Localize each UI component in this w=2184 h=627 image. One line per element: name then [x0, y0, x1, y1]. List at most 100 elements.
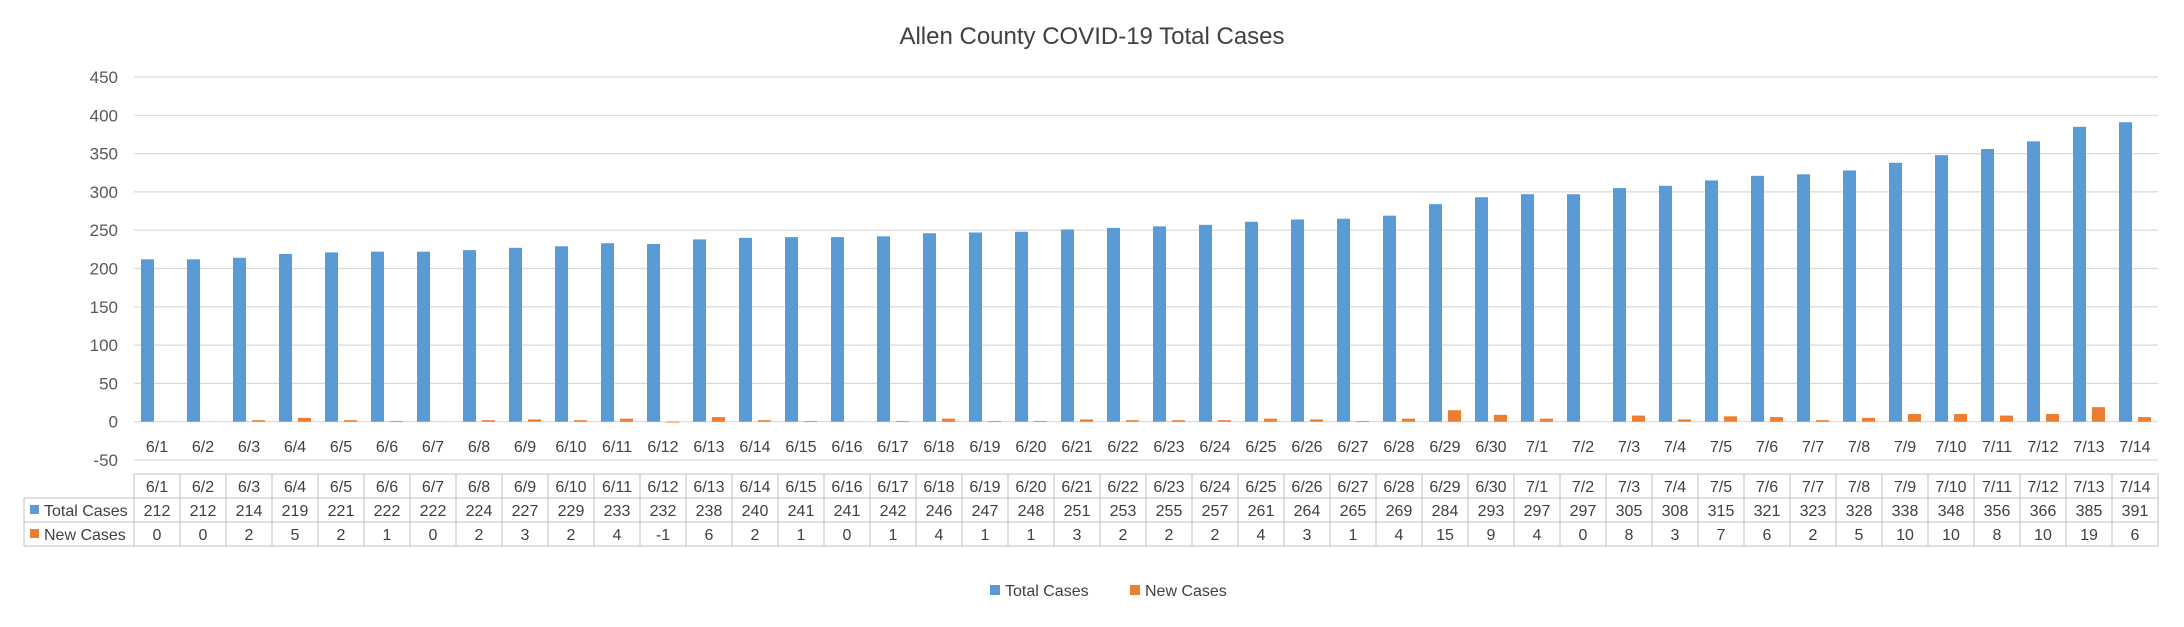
table-cell: 222 — [374, 503, 401, 520]
table-cell: 19 — [2080, 527, 2098, 544]
table-header-cell: 6/2 — [192, 479, 214, 496]
bar-total-cases — [1107, 227, 1120, 422]
bar-new-cases — [896, 420, 909, 422]
bar-new-cases — [2092, 407, 2105, 422]
table-cell: 0 — [1579, 527, 1588, 544]
bar-new-cases — [1126, 420, 1139, 422]
table-header-cell: 6/23 — [1153, 479, 1184, 496]
table-cell: 269 — [1386, 503, 1413, 520]
table-header-cell: 7/13 — [2073, 479, 2104, 496]
x-tick-label: 6/29 — [1429, 439, 1460, 456]
table-cell: 328 — [1846, 503, 1873, 520]
x-tick-label: 7/7 — [1802, 439, 1824, 456]
table-header-cell: 6/19 — [969, 479, 1000, 496]
bar-new-cases — [390, 420, 403, 422]
table-cell: 6 — [2131, 527, 2140, 544]
x-tick-label: 6/12 — [647, 439, 678, 456]
table-cell: 385 — [2076, 503, 2103, 520]
table-cell: 233 — [604, 503, 631, 520]
table-header-cell: 7/9 — [1894, 479, 1916, 496]
table-cell: 0 — [153, 527, 162, 544]
table-cell: 3 — [1073, 527, 1082, 544]
table-cell: 366 — [2030, 503, 2057, 520]
table-header-cell: 7/3 — [1618, 479, 1640, 496]
table-cell: 0 — [843, 527, 852, 544]
table-cell: 15 — [1436, 527, 1454, 544]
table-header-cell: 7/7 — [1802, 479, 1824, 496]
table-cell: 305 — [1616, 503, 1643, 520]
x-tick-label: 6/1 — [146, 439, 168, 456]
table-cell: 4 — [1395, 527, 1404, 544]
x-tick-label: 7/10 — [1935, 439, 1966, 456]
bar-total-cases — [1429, 204, 1442, 422]
x-tick-label: 6/24 — [1199, 439, 1230, 456]
x-tick-label: 6/19 — [969, 439, 1000, 456]
x-tick-label: 7/2 — [1572, 439, 1594, 456]
table-cell: 3 — [521, 527, 530, 544]
table-cell: 265 — [1340, 503, 1367, 520]
table-cell: 1 — [981, 527, 990, 544]
x-tick-label: 7/13 — [2073, 439, 2104, 456]
x-tick-label: 7/3 — [1618, 439, 1640, 456]
table-cell: 10 — [1942, 527, 1960, 544]
bar-total-cases — [1567, 194, 1580, 422]
bar-new-cases — [1862, 417, 1875, 422]
bar-total-cases — [647, 243, 660, 422]
table-cell: 241 — [788, 503, 815, 520]
x-tick-label: 6/23 — [1153, 439, 1184, 456]
table-header-cell: 6/27 — [1337, 479, 1368, 496]
table-header-cell: 6/30 — [1475, 479, 1506, 496]
bar-total-cases — [2119, 122, 2132, 422]
bar-total-cases — [2027, 141, 2040, 422]
table-header-cell: 7/14 — [2119, 479, 2150, 496]
table-cell: 1 — [797, 527, 806, 544]
table-cell: 0 — [199, 527, 208, 544]
table-cell: 241 — [834, 503, 861, 520]
table-cell: 338 — [1892, 503, 1919, 520]
table-cell: 251 — [1064, 503, 1091, 520]
table-cell: 323 — [1800, 503, 1827, 520]
table-cell: 297 — [1524, 503, 1551, 520]
table-header-cell: 6/22 — [1107, 479, 1138, 496]
table-header-cell: 6/6 — [376, 479, 398, 496]
table-cell: 214 — [236, 503, 263, 520]
bar-total-cases — [2073, 126, 2086, 422]
bar-total-cases — [371, 251, 384, 422]
bar-total-cases — [1337, 218, 1350, 422]
table-cell: 212 — [190, 503, 217, 520]
table-cell: 308 — [1662, 503, 1689, 520]
table-header-cell: 7/12 — [2027, 479, 2058, 496]
table-cell: 4 — [1533, 527, 1542, 544]
bar-total-cases — [1015, 231, 1028, 422]
bars — [141, 122, 2151, 423]
table-header-cell: 7/10 — [1935, 479, 1966, 496]
x-tick-label: 6/18 — [923, 439, 954, 456]
bar-total-cases — [141, 259, 154, 422]
bar-new-cases — [1632, 415, 1645, 422]
bar-new-cases — [1080, 419, 1093, 422]
table-cell: 248 — [1018, 503, 1045, 520]
table-cell: 4 — [1257, 527, 1266, 544]
bar-total-cases — [279, 253, 292, 422]
table-row-label: New Cases — [44, 527, 126, 544]
y-tick-label: 0 — [109, 413, 118, 432]
bar-new-cases — [1954, 414, 1967, 422]
bar-total-cases — [325, 252, 338, 422]
table-cell: 10 — [2034, 527, 2052, 544]
bar-total-cases — [1889, 162, 1902, 422]
table-header-cell: 6/12 — [647, 479, 678, 496]
table-header-cell: 6/1 — [146, 479, 168, 496]
table-cell: 255 — [1156, 503, 1183, 520]
table-header-cell: 6/26 — [1291, 479, 1322, 496]
bar-total-cases — [1751, 175, 1764, 422]
bar-new-cases — [1678, 419, 1691, 422]
table-cell: 264 — [1294, 503, 1321, 520]
table-cell: 2 — [751, 527, 760, 544]
table-header-cell: 6/17 — [877, 479, 908, 496]
table-header-cell: 6/13 — [693, 479, 724, 496]
table-cell: 321 — [1754, 503, 1781, 520]
table-header-cell: 7/6 — [1756, 479, 1778, 496]
legend-swatch — [990, 585, 1000, 595]
table-cell: 4 — [935, 527, 944, 544]
